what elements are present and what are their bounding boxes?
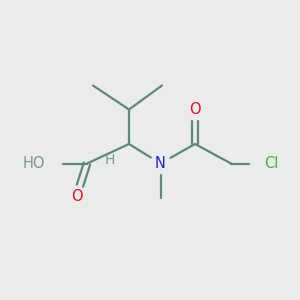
- Text: N: N: [155, 156, 166, 171]
- Text: O: O: [71, 189, 82, 204]
- Text: Cl: Cl: [264, 156, 278, 171]
- Text: HO: HO: [22, 156, 45, 171]
- Text: H: H: [105, 154, 116, 167]
- Text: O: O: [189, 102, 201, 117]
